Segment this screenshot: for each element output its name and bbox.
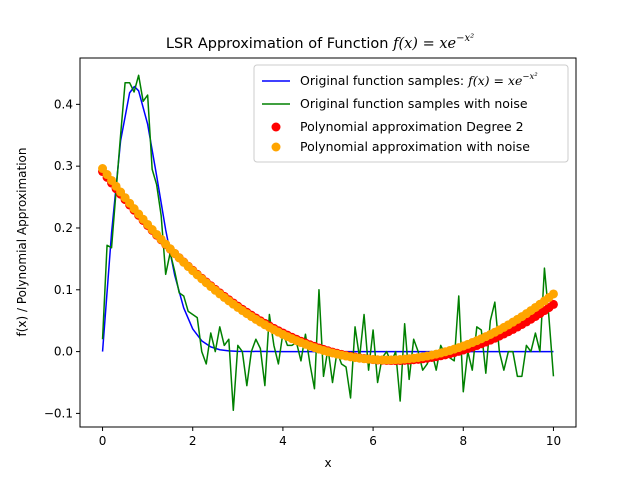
x-tick-label: 10 — [546, 434, 561, 448]
scatter-point — [548, 299, 558, 309]
legend-box — [253, 64, 569, 163]
x-axis: 0 2 4 6 8 10 — [99, 427, 561, 448]
legend-label-poly: Polynomial approximation Degree 2 — [300, 119, 524, 134]
x-tick-label: 8 — [459, 434, 467, 448]
y-axis-label: f(x) / Polynomial Approximation — [15, 148, 29, 337]
chart-title-exponent: −x² — [456, 33, 474, 44]
series-scatter-3 — [98, 164, 558, 365]
y-axis: −0.1 0.0 0.1 0.2 0.3 0.4 — [44, 97, 80, 420]
chart-title: LSR Approximation of Function f(x) = xe−… — [166, 33, 474, 52]
legend-label-original: Original function samples: f(x) = xe−x² — [300, 72, 538, 88]
series-line-0 — [101, 85, 554, 353]
y-tick-label: 0.2 — [54, 221, 73, 235]
legend-label-poly-noise: Polynomial approximation with noise — [300, 139, 530, 154]
y-tick-label: 0.3 — [54, 159, 73, 173]
scatter-point — [548, 289, 558, 299]
legend: Original function samples: f(x) = xe−x² … — [253, 64, 569, 163]
x-axis-label: x — [324, 456, 331, 470]
axes-frame — [79, 57, 577, 428]
x-tick-label: 2 — [189, 434, 197, 448]
plot-area — [98, 74, 558, 412]
chart-title-text: LSR Approximation of Function — [166, 36, 393, 52]
y-tick-label: −0.1 — [44, 406, 73, 420]
legend-label-noise: Original function samples with noise — [300, 96, 528, 111]
chart-title-math: f(x) = xe — [392, 36, 456, 52]
y-tick-label: 0.4 — [54, 97, 73, 111]
y-tick-label: 0.0 — [54, 345, 73, 359]
legend-swatch-poly — [271, 122, 281, 132]
x-tick-label: 4 — [279, 434, 287, 448]
x-tick-label: 6 — [369, 434, 377, 448]
x-tick-label: 0 — [99, 434, 107, 448]
legend-swatch-poly-noise — [271, 142, 281, 152]
y-tick-label: 0.1 — [54, 283, 73, 297]
